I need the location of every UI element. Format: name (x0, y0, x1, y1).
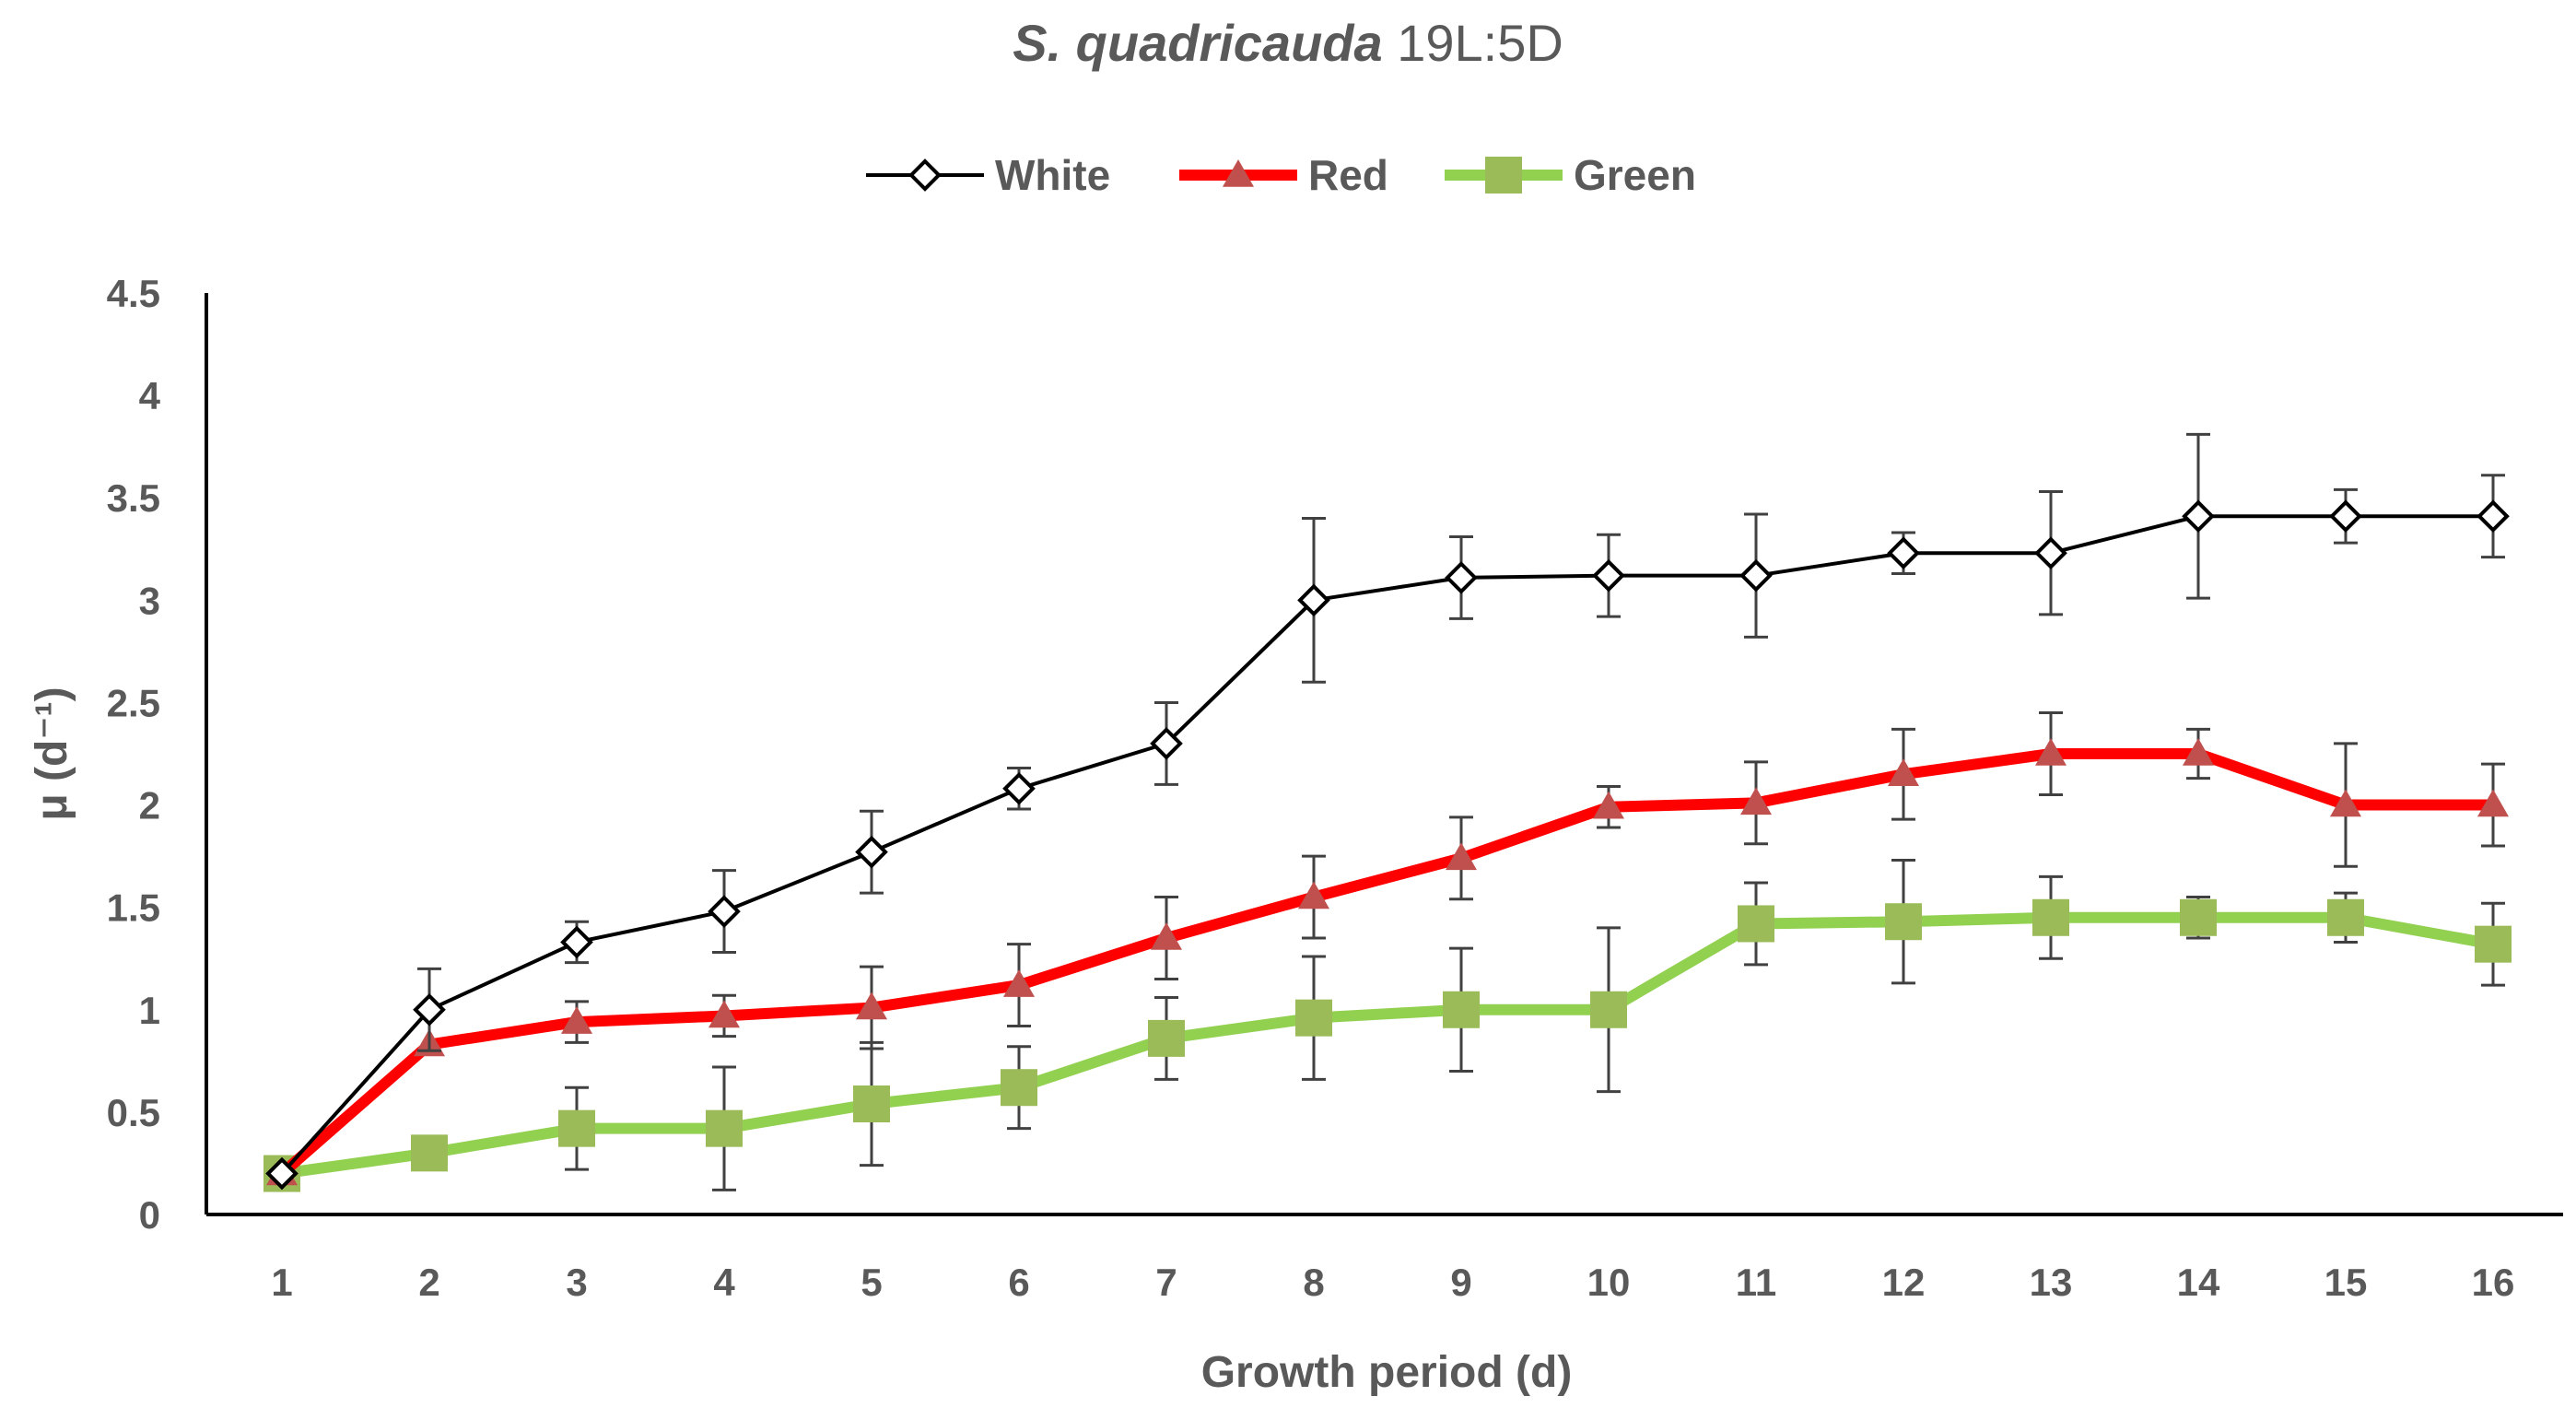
legend-label-white: White (995, 151, 1110, 199)
data-point-white (1150, 727, 1183, 760)
data-point-green (2032, 898, 2069, 936)
data-point-white (708, 895, 741, 928)
data-point-red (1446, 842, 1477, 871)
data-point-red (2035, 738, 2067, 766)
data-point-white (1887, 536, 1920, 570)
x-tick-label: 13 (2030, 1261, 2073, 1304)
x-tick-label: 9 (1450, 1261, 1471, 1304)
x-tick-label: 14 (2177, 1261, 2220, 1304)
y-tick-label: 4.5 (107, 272, 160, 315)
data-point-red (708, 1000, 740, 1028)
data-point-white (413, 992, 446, 1027)
data-point-green (411, 1134, 448, 1172)
legend-marker-white (908, 158, 942, 192)
data-point-red (2183, 738, 2214, 766)
data-point-white (560, 925, 593, 959)
data-point-red (2477, 789, 2509, 817)
x-tick-label: 4 (713, 1261, 735, 1304)
data-point-white (2182, 499, 2215, 534)
data-point-white (855, 835, 888, 869)
y-tick-label: 2.5 (107, 681, 160, 724)
data-point-white (2476, 499, 2510, 534)
x-tick-label: 6 (1008, 1261, 1029, 1304)
chart-title-rest: 19L:5D (1383, 14, 1563, 72)
x-tick-label: 1 (271, 1261, 292, 1304)
data-point-green (1148, 1019, 1185, 1057)
x-tick-label: 15 (2324, 1261, 2368, 1304)
y-axis-title: μ (d⁻¹) (28, 686, 76, 820)
data-point-white (1297, 583, 1330, 617)
data-point-green (706, 1109, 743, 1147)
legend-marker-green (1485, 157, 1522, 194)
x-tick-label: 7 (1155, 1261, 1177, 1304)
y-tick-label: 1.5 (107, 886, 160, 930)
data-point-white (1592, 558, 1625, 593)
data-point-green (1885, 903, 1922, 941)
x-tick-label: 12 (1882, 1261, 1926, 1304)
data-point-green (1590, 991, 1627, 1028)
x-tick-label: 5 (861, 1261, 882, 1304)
y-tick-label: 0.5 (107, 1091, 160, 1134)
data-point-green (2180, 898, 2217, 936)
plot-area: 00.511.522.533.544.51 2 3 4 5 6 7 8 9 10 11 12 13 14 1… (107, 272, 2563, 1304)
data-point-white (2034, 536, 2067, 570)
legend-marker-red (1223, 159, 1254, 187)
data-point-green (2327, 898, 2364, 936)
x-tick-label: 3 (566, 1261, 587, 1304)
data-point-green (1295, 999, 1332, 1037)
data-point-red (1593, 791, 1624, 819)
data-point-red (2330, 789, 2361, 817)
legend-label-red: Red (1308, 151, 1388, 199)
x-axis-title: Growth period (d) (1201, 1348, 1573, 1397)
x-tick-label: 16 (2472, 1261, 2515, 1304)
data-point-green (2475, 925, 2512, 963)
legend-label-green: Green (1574, 151, 1696, 199)
y-tick-label: 1 (139, 989, 160, 1032)
y-tick-label: 3.5 (107, 476, 160, 520)
data-point-red (1888, 758, 1919, 786)
y-tick-label: 0 (139, 1193, 160, 1237)
series-line-white (280, 514, 2493, 1175)
data-point-red (1298, 881, 1329, 909)
data-point-red (1003, 969, 1035, 997)
data-point-green (853, 1085, 890, 1122)
data-point-green (558, 1109, 595, 1147)
x-tick-label: 10 (1587, 1261, 1631, 1304)
data-point-white (265, 1156, 299, 1191)
chart-title: S. quadricauda 19L:5D (1013, 14, 1563, 72)
legend: White Red Green (866, 151, 1696, 199)
data-point-green (1738, 905, 1774, 943)
series-line-green (281, 911, 2495, 1179)
x-tick-label: 2 (418, 1261, 439, 1304)
data-point-white (1445, 561, 1478, 594)
y-tick-label: 4 (139, 374, 161, 417)
chart-title-italic: S. quadricauda (1013, 14, 1382, 72)
data-point-white (1739, 558, 1773, 593)
data-point-white (2329, 499, 2362, 534)
data-point-red (856, 991, 887, 1020)
x-tick-label: 8 (1303, 1261, 1324, 1304)
data-point-red (561, 1006, 592, 1034)
data-point-green (1443, 991, 1480, 1028)
data-point-red (1740, 787, 1772, 815)
data-point-green (1001, 1069, 1037, 1107)
series-line-red (278, 748, 2493, 1179)
data-point-red (1151, 922, 1182, 950)
y-tick-label: 2 (139, 784, 160, 827)
x-tick-label: 11 (1736, 1261, 1776, 1304)
data-point-white (1002, 771, 1036, 805)
y-tick-label: 3 (139, 579, 160, 622)
